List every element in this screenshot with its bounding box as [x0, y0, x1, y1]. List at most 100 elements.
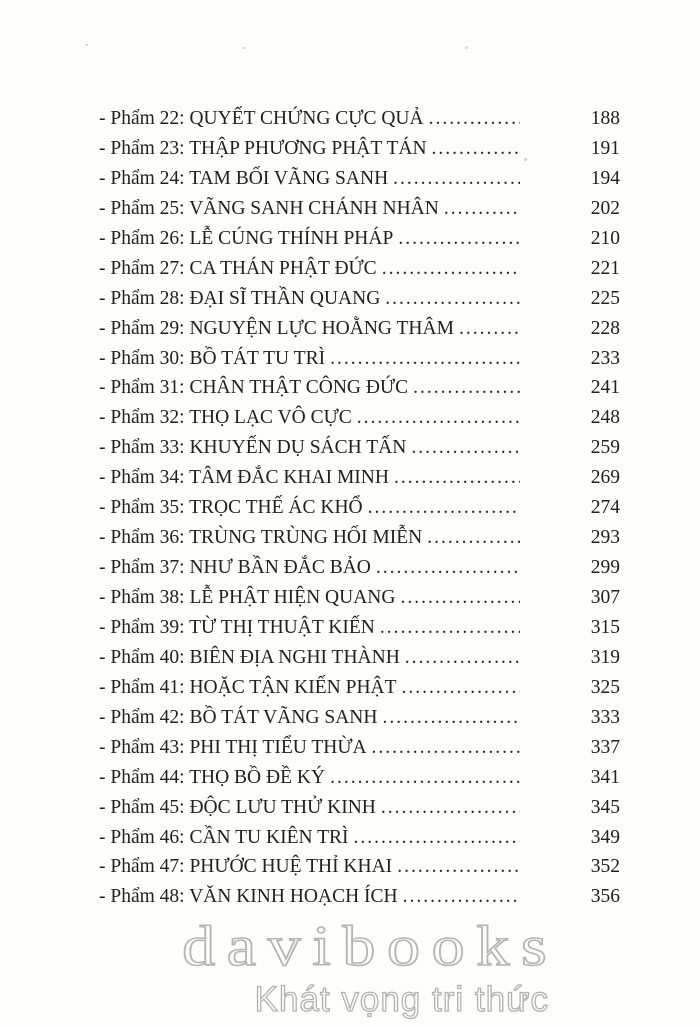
toc-entry-dot-leader [376, 553, 520, 583]
toc-entry-dot-leader [372, 733, 520, 763]
toc-entry-label: - Phẩm 30: BỒ TÁT TU TRÌ [99, 347, 326, 369]
toc-entry-dot-leader [357, 403, 520, 433]
scan-speckle [168, 141, 173, 143]
toc-entry-dot-leader [459, 314, 520, 344]
toc-entry-page-number: 194 [590, 167, 620, 189]
toc-entry: - Phẩm 25: VÃNG SANH CHÁNH NHÂN 202 [99, 194, 620, 224]
scan-speckle [243, 47, 246, 49]
toc-entry-label: - Phẩm 26: LỄ CÚNG THÍNH PHÁP [99, 227, 394, 249]
toc-entry: - Phẩm 45: ĐỘC LƯU THỬ KINH 345 [99, 793, 620, 823]
toc-entry-page-number: 319 [590, 646, 620, 668]
toc-entry-label: - Phẩm 41: HOẶC TẬN KIẾN PHẬT [99, 676, 397, 698]
toc-entry-page-number: 337 [590, 736, 620, 758]
toc-entry-dot-leader [385, 284, 520, 314]
toc-entry-dot-leader [382, 254, 520, 284]
toc-entry-page-number: 345 [590, 796, 620, 818]
toc-entry: - Phẩm 39: TỪ THỊ THUẬT KIẾN 315 [99, 613, 620, 643]
toc-entry-dot-leader [413, 373, 520, 403]
toc-entry-dot-leader [354, 823, 520, 853]
toc-entry: - Phẩm 36: TRÙNG TRÙNG HỐI MIỄN 293 [99, 523, 620, 553]
toc-entry-page-number: 269 [590, 467, 620, 489]
watermark-tagline: Khát vọng tri thức [254, 980, 549, 1019]
toc-entry: - Phẩm 42: BỒ TÁT VÃNG SANH 333 [99, 703, 620, 733]
toc-entry-page-number: 221 [590, 257, 620, 279]
toc-entry-label: - Phẩm 37: NHƯ BẦN ĐẮC BẢO [99, 557, 371, 579]
toc-entry-dot-leader [432, 134, 520, 164]
toc-list: - Phẩm 22: QUYẾT CHỨNG CỰC QUẢ 188 - Phẩ… [99, 104, 620, 912]
toc-entry-label: - Phẩm 29: NGUYỆN LỰC HOẰNG THÂM [99, 317, 454, 339]
toc-entry: - Phẩm 24: TAM BỐI VÃNG SANH 194 [99, 164, 620, 194]
toc-entry-page-number: 333 [590, 706, 620, 728]
watermark: davibooks Khát vọng tri thức [181, 915, 549, 1019]
toc-entry-dot-leader [411, 433, 520, 463]
toc-entry: - Phẩm 30: BỒ TÁT TU TRÌ 233 [99, 344, 620, 374]
toc-entry-page-number: 307 [590, 587, 620, 608]
toc-entry-page-number: 356 [590, 886, 620, 908]
toc-entry-dot-leader [402, 673, 520, 703]
toc-entry-label: - Phẩm 43: PHI THỊ TIỂU THỪA [99, 736, 367, 758]
toc-entry: - Phẩm 43: PHI THỊ TIỂU THỪA 337 [99, 733, 620, 763]
toc-entry-label: - Phẩm 42: BỒ TÁT VÃNG SANH [99, 706, 378, 728]
toc-entry-dot-leader [381, 793, 520, 823]
toc-entry-dot-leader [397, 852, 520, 882]
toc-entry: - Phẩm 41: HOẶC TẬN KIẾN PHẬT 325 [99, 673, 620, 703]
toc-entry-dot-leader [427, 523, 520, 553]
toc-entry-label: - Phẩm 24: TAM BỐI VÃNG SANH [99, 167, 389, 189]
toc-entry-label: - Phẩm 22: QUYẾT CHỨNG CỰC QUẢ [99, 108, 424, 129]
toc-entry-label: - Phẩm 48: VĂN KINH HOẠCH ÍCH [99, 886, 398, 908]
toc-entry-label: - Phẩm 28: ĐẠI SĨ THẦN QUANG [99, 287, 381, 309]
toc-entry: - Phẩm 38: LỄ PHẬT HIỆN QUANG 307 [99, 583, 620, 613]
toc-entry: - Phẩm 29: NGUYỆN LỰC HOẰNG THÂM 228 [99, 314, 620, 344]
toc-entry: - Phẩm 27: CA THÁN PHẬT ĐỨC 221 [99, 254, 620, 284]
toc-entry-label: - Phẩm 39: TỪ THỊ THUẬT KIẾN [99, 616, 375, 638]
toc-entry-page-number: 352 [590, 856, 620, 878]
toc-entry-label: - Phẩm 27: CA THÁN PHẬT ĐỨC [99, 257, 377, 279]
toc-entry-label: - Phẩm 44: THỌ BỒ ĐỀ KÝ [99, 766, 326, 788]
toc-entry: - Phẩm 22: QUYẾT CHỨNG CỰC QUẢ 188 [99, 104, 620, 134]
toc-entry: - Phẩm 34: TÂM ĐẮC KHAI MINH 269 [99, 463, 620, 493]
toc-entry: - Phẩm 35: TRỌC THẾ ÁC KHỔ 274 [99, 493, 620, 523]
toc-entry-page-number: 349 [590, 826, 620, 848]
toc-entry-page-number: 259 [590, 437, 620, 459]
toc-entry-dot-leader [380, 613, 520, 643]
toc-entry-dot-leader [393, 164, 520, 194]
toc-entry: - Phẩm 44: THỌ BỒ ĐỀ KÝ 341 [99, 763, 620, 793]
toc-entry-dot-leader [398, 224, 520, 254]
scan-speckle [598, 293, 612, 299]
toc-entry-page-number: 293 [590, 527, 620, 549]
toc-entry-page-number: 248 [590, 407, 620, 429]
toc-entry-label: - Phẩm 40: BIÊN ĐỊA NGHI THÀNH [99, 646, 400, 668]
scan-speckle [524, 158, 527, 161]
toc-entry-dot-leader [444, 194, 520, 224]
toc-entry-page-number: 210 [590, 227, 620, 249]
toc-entry-page-number: 225 [590, 287, 620, 309]
toc-entry-label: - Phẩm 38: LỄ PHẬT HIỆN QUANG [99, 587, 396, 608]
toc-entry-dot-leader [405, 643, 520, 673]
toc-entry-dot-leader [394, 463, 520, 493]
toc-entry: - Phẩm 40: BIÊN ĐỊA NGHI THÀNH 319 [99, 643, 620, 673]
toc-entry-page-number: 241 [590, 377, 620, 399]
toc-entry-page-number: 341 [590, 766, 620, 788]
toc-entry-page-number: 299 [590, 557, 620, 579]
toc-entry-dot-leader [330, 344, 520, 374]
toc-entry: - Phẩm 47: PHƯỚC HUỆ THỈ KHAI 352 [99, 852, 620, 882]
toc-entry-page-number: 188 [590, 108, 620, 129]
toc-entry-page-number: 315 [590, 616, 620, 638]
toc-entry: - Phẩm 48: VĂN KINH HOẠCH ÍCH 356 [99, 882, 620, 912]
toc-entry-dot-leader [400, 583, 520, 613]
toc-entry-label: - Phẩm 32: THỌ LẠC VÔ CỰC [99, 407, 352, 429]
toc-entry-dot-leader [382, 703, 520, 733]
toc-entry-label: - Phẩm 46: CẦN TU KIÊN TRÌ [99, 826, 349, 848]
toc-entry: - Phẩm 46: CẦN TU KIÊN TRÌ 349 [99, 823, 620, 853]
toc-entry-dot-leader [330, 763, 520, 793]
scan-speckle [85, 44, 88, 46]
toc-entry: - Phẩm 23: THẬP PHƯƠNG PHẬT TÁN 191 [99, 134, 620, 164]
toc-entry: - Phẩm 26: LỄ CÚNG THÍNH PHÁP 210 [99, 224, 620, 254]
toc-entry: - Phẩm 37: NHƯ BẦN ĐẮC BẢO 299 [99, 553, 620, 583]
toc-entry-label: - Phẩm 31: CHÂN THẬT CÔNG ĐỨC [99, 377, 409, 399]
toc-entry-dot-leader [403, 882, 520, 912]
toc-entry: - Phẩm 32: THỌ LẠC VÔ CỰC 248 [99, 403, 620, 433]
toc-entry-page-number: 191 [590, 137, 620, 159]
scan-speckle [465, 46, 468, 49]
